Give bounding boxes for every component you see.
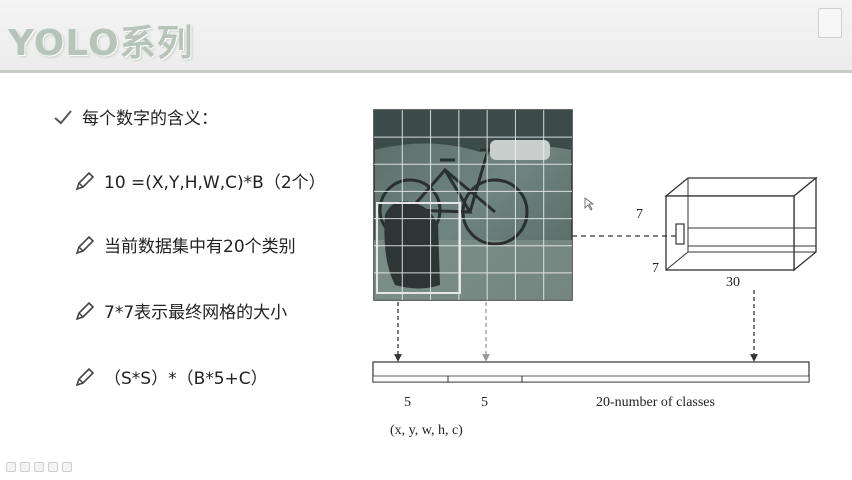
- corner-logo-icon: [818, 8, 842, 38]
- car: [490, 140, 550, 160]
- slide-toolbar: [6, 462, 72, 472]
- slides-menu-icon[interactable]: [34, 462, 44, 472]
- segment-sublabel-box1: (x, y, w, h, c): [390, 423, 463, 438]
- input-image: [373, 109, 573, 301]
- prev-slide-icon[interactable]: [6, 462, 16, 472]
- header-band: [0, 0, 852, 70]
- pencil-icon: [75, 235, 95, 254]
- check-icon: [54, 109, 72, 124]
- segment-label-box2: 5: [481, 395, 488, 410]
- tensor-width-label: 7: [652, 261, 659, 276]
- bullet-meaning: 每个数字的含义：: [52, 104, 218, 129]
- pencil-icon: [75, 301, 95, 320]
- bounding-box: [376, 202, 461, 294]
- pen-tool-icon[interactable]: [20, 462, 30, 472]
- output-vector: 5 5 20-number of classes (x, y, w, h, c): [372, 361, 810, 438]
- tensor-front: [665, 195, 795, 271]
- bullet-formula: （S*S）*（B*5+C）: [74, 364, 268, 389]
- bullet-text: 10 =(X,Y,H,W,C)*B（2个）: [104, 173, 326, 193]
- bullet-grid-size: 7*7表示最终网格的大小: [74, 298, 287, 323]
- dog: [384, 201, 440, 289]
- mouse-cursor-icon: [584, 197, 595, 211]
- tensor-cell: [675, 223, 685, 245]
- tensor-depth-label: 30: [726, 275, 740, 290]
- next-slide-icon[interactable]: [62, 462, 72, 472]
- grid-overlay: [374, 110, 572, 300]
- slide-title: YOLO系列: [8, 23, 194, 64]
- zoom-icon[interactable]: [48, 462, 58, 472]
- bullet-box-params: 10 =(X,Y,H,W,C)*B（2个）: [74, 168, 326, 193]
- segment-label-classes: 20-number of classes: [596, 395, 715, 410]
- output-tensor: 7 7 30: [636, 176, 818, 290]
- bullet-classes: 当前数据集中有20个类别: [74, 232, 296, 257]
- pencil-icon: [75, 171, 95, 190]
- bullet-text: 7*7表示最终网格的大小: [104, 303, 288, 323]
- bullet-text: （S*S）*（B*5+C）: [104, 369, 268, 389]
- title-divider: [0, 70, 852, 73]
- bullet-text: 每个数字的含义：: [82, 109, 218, 129]
- tensor-height-label: 7: [636, 207, 643, 222]
- segment-label-box1: 5: [404, 395, 411, 410]
- bullet-text: 当前数据集中有20个类别: [104, 237, 296, 257]
- pencil-icon: [75, 367, 95, 386]
